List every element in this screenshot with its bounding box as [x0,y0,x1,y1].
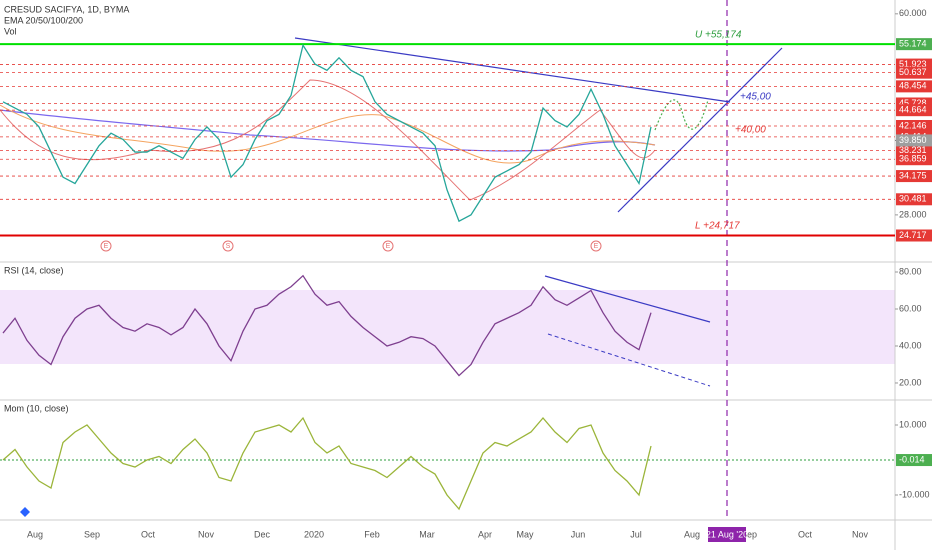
indicator-label: Mom (10, close) [4,403,69,413]
annotation: +45,00 [740,92,771,103]
price-label: 40.00 [899,340,922,350]
price-label-bg [896,38,932,51]
price-label: -10.000 [899,489,930,499]
price-label-bg [896,454,932,467]
price-label: 36.859 [899,154,927,164]
time-label: Jun [571,529,586,539]
price-label: 60.00 [899,303,922,313]
annotation: +40,00 [735,125,766,136]
rsi-band [0,290,895,364]
price-label: 24.717 [899,230,927,240]
time-highlight: 21 Aug '20 [706,529,748,539]
price-label-bg [896,170,932,183]
event-marker [382,240,394,252]
price-label: 42.146 [899,120,927,130]
symbol: CRESUD SACIFYA, 1D, BYMA [4,4,129,14]
price-label: 38.231 [899,145,927,155]
price-label: 48.454 [899,81,927,91]
time-highlight-bg [708,527,746,542]
annotation: U +55,174 [695,30,742,41]
time-label: Nov [198,529,215,539]
time-label: 2020 [304,529,324,539]
price-label-bg [896,153,932,166]
event-marker [590,240,602,252]
projection [654,99,709,131]
price-label-bg [896,193,932,206]
price-label: -0.014 [899,454,925,464]
event-label: E [386,243,391,250]
price-label-bg [896,229,932,242]
time-label: Mar [419,529,435,539]
mom-line [2,416,652,511]
rsi-trendline [547,333,711,387]
indicator-label: Vol [4,26,17,36]
price-label: 80.00 [899,266,922,276]
price-label: 10.000 [899,419,927,429]
time-label: Aug [684,529,700,539]
time-label: Feb [364,529,380,539]
time-label: Apr [478,529,492,539]
trendline [617,47,783,213]
price-label: 51.923 [899,59,927,69]
time-label: Oct [798,529,813,539]
price-line [2,43,652,223]
rsi-line [2,274,652,377]
price-label: 60.000 [899,8,927,18]
event-label: E [594,243,599,250]
time-label: Sep [741,529,757,539]
price-label-bg [896,104,932,117]
price-label: 28.000 [899,209,927,219]
event-label: E [104,243,109,250]
price-label-bg [896,80,932,93]
price-label: 20.00 [899,377,922,387]
price-label-bg [896,119,932,132]
price-label: 55.174 [899,39,927,49]
price-label: 34.175 [899,170,927,180]
time-label: May [516,529,534,539]
time-label: Dec [254,529,271,539]
rsi-trendline [544,275,711,323]
time-label: Aug [27,529,43,539]
ema [0,79,656,201]
time-label: Sep [84,529,100,539]
price-label-bg [896,134,932,147]
price-label: 39.850 [899,135,927,145]
annotation: L +24,717 [695,221,740,232]
indicator-label: RSI (14, close) [4,265,64,275]
event-marker [222,240,234,252]
trendline [294,37,731,103]
indicator-label: EMA 20/50/100/200 [4,15,83,25]
time-label: Jul [630,529,642,539]
time-label: Oct [141,529,156,539]
price-label: 44.664 [899,105,927,115]
price-label-bg [896,66,932,79]
price-label: 45.728 [899,98,927,108]
event-label: S [226,243,231,250]
logo [20,507,30,517]
price-label: 30.481 [899,194,927,204]
time-label: Nov [852,529,869,539]
price-label: 50.637 [899,67,927,77]
event-marker [100,240,112,252]
ema [0,109,656,152]
